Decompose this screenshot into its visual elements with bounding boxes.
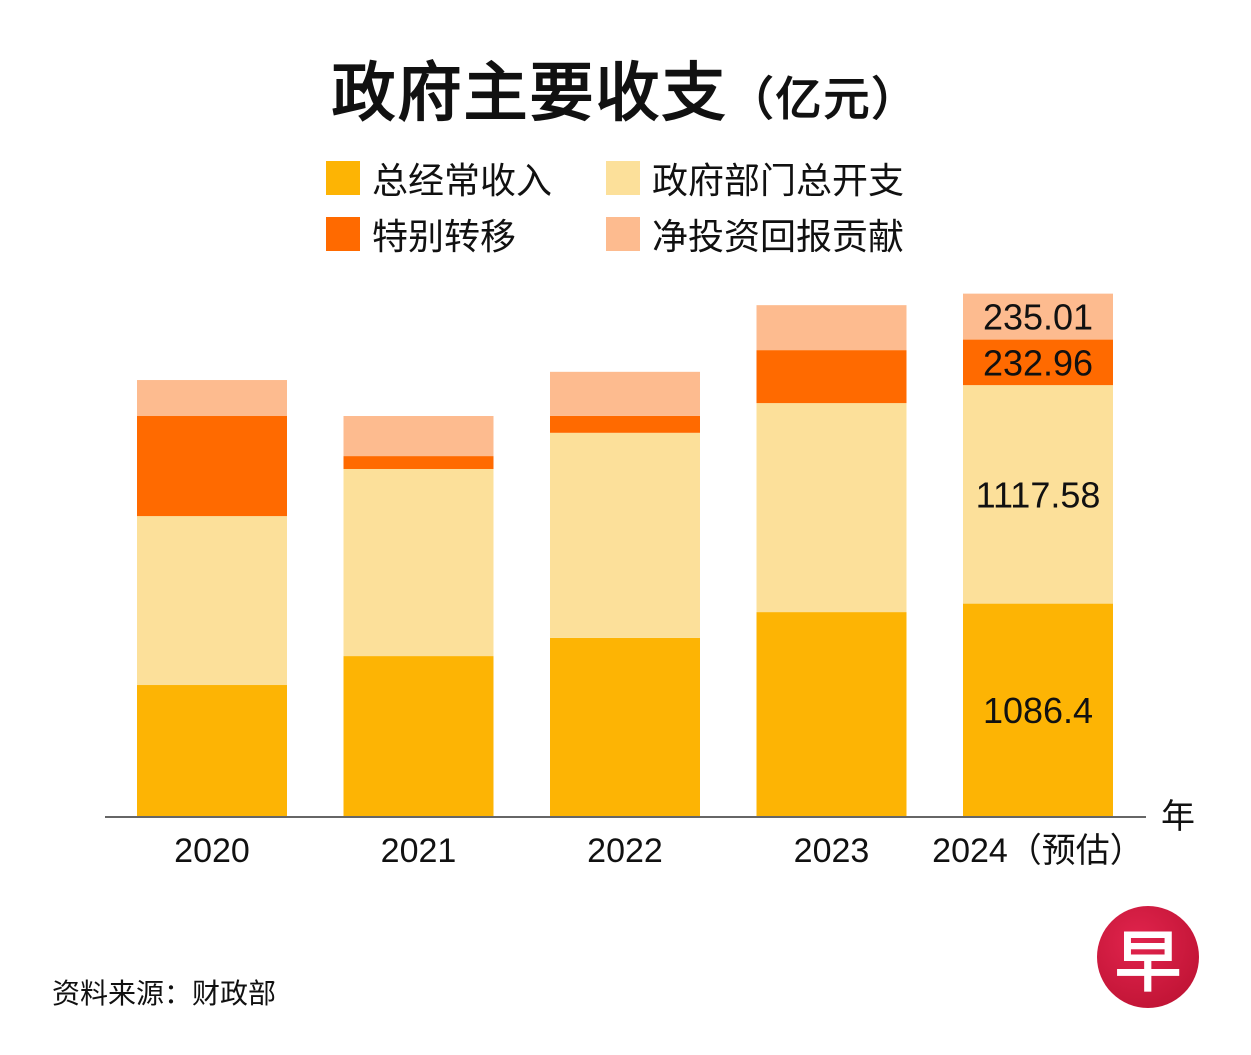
source-note: 资料来源：财政部 (52, 977, 277, 1010)
bar-segment-ministry_expenditure (343, 468, 494, 657)
legend-swatch (606, 217, 640, 251)
chart-title-text: 政府主要收支 (331, 57, 728, 131)
bar-segment-special_transfers (550, 415, 700, 433)
bar-segment-special_transfers (963, 339, 1113, 386)
data-label: 232.96 (983, 342, 1093, 383)
data-label: 1086.4 (983, 690, 1093, 731)
legend-item-nirc: 净投资回报贡献 (606, 208, 904, 260)
bar-segment-special_transfers (343, 456, 494, 469)
bar-segment-nirc (137, 380, 287, 417)
bar-segment-ministry_expenditure (550, 432, 700, 638)
legend-label: 净投资回报贡献 (652, 217, 905, 258)
legend-label: 特别转移 (372, 217, 517, 258)
bar-segment-total_operating_revenue (550, 637, 700, 816)
bar-segment-total_operating_revenue (963, 603, 1113, 816)
legend-swatch (326, 217, 360, 251)
x-tick-label: 2024（预估） (932, 832, 1144, 870)
chart-title: 政府主要收支（亿元） (0, 42, 1251, 134)
bar-segment-ministry_expenditure (963, 385, 1113, 604)
bar-segment-total_operating_revenue (756, 612, 907, 816)
data-label: 235.01 (983, 297, 1093, 338)
bar-stack-2 (550, 371, 700, 816)
bar-segment-special_transfers (137, 416, 287, 517)
bar-segment-ministry_expenditure (756, 403, 907, 613)
x-tick-label: 2023 (794, 832, 870, 870)
bar-segment-nirc (343, 416, 494, 457)
bar-segment-total_operating_revenue (343, 656, 494, 816)
bar-segment-nirc (963, 293, 1113, 340)
data-label: 1117.58 (976, 474, 1101, 515)
bar-stack-1 (343, 416, 494, 816)
x-tick-label: 2021 (381, 832, 457, 870)
zaobao-logo-icon: 早 (1097, 906, 1199, 1008)
chart-title-unit: （亿元） (727, 72, 920, 126)
legend-swatch (326, 161, 360, 195)
legend-item-total-operating-revenue: 总经常收入 (326, 152, 552, 204)
bar-segment-special_transfers (756, 350, 907, 404)
legend-label: 政府部门总开支 (652, 161, 905, 202)
x-axis-label: 年 (1161, 798, 1195, 836)
bar-segment-nirc (756, 305, 907, 351)
bar-segment-ministry_expenditure (137, 516, 287, 686)
bar-stack-0 (137, 380, 287, 816)
legend-item-ministry-expenditure: 政府部门总开支 (606, 152, 904, 204)
x-tick-label: 2020 (174, 832, 250, 870)
bar-stack-3 (756, 305, 907, 816)
legend-item-special-transfers: 特别转移 (326, 208, 516, 260)
logo-char: 早 (1115, 924, 1181, 1001)
bar-segment-nirc (550, 371, 700, 416)
bar-segment-total_operating_revenue (137, 685, 287, 816)
x-tick-label: 2022 (587, 832, 663, 870)
legend-swatch (606, 161, 640, 195)
legend-label: 总经常收入 (372, 161, 553, 202)
